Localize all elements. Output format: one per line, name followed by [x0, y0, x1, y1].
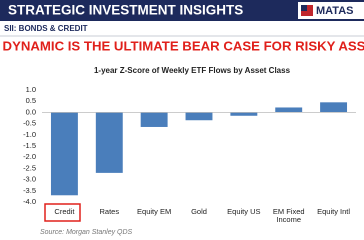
- x-tick-label: Equity US: [227, 207, 261, 216]
- bar: [95, 112, 123, 173]
- bar: [275, 107, 303, 113]
- header-title: STRATEGIC INVESTMENT INSIGHTS: [8, 3, 243, 18]
- bar: [50, 112, 78, 196]
- y-tick-label: -3.5: [23, 186, 36, 195]
- y-tick-label: -2.5: [23, 163, 36, 172]
- logo-box: [298, 2, 364, 19]
- logo-text: MATAS: [316, 5, 353, 17]
- x-tick-label: Equity EM: [137, 207, 172, 216]
- highlight-box: [44, 203, 81, 222]
- y-tick-label: -4.0: [23, 197, 36, 206]
- source-note: Source: Morgan Stanley QDS: [40, 229, 133, 236]
- y-tick-label: -2.0: [23, 152, 36, 161]
- y-tick-label: -1.5: [23, 141, 36, 150]
- bar: [230, 112, 258, 116]
- y-tick-label: -0.5: [23, 119, 36, 128]
- x-tick-label: EM Fixed Income: [272, 207, 305, 224]
- bar: [140, 112, 168, 127]
- chart-title: 1-year Z-Score of Weekly ETF Flows by As…: [94, 66, 291, 75]
- logo-flag-canton: [301, 5, 307, 11]
- y-tick-label: -3.0: [23, 175, 36, 184]
- x-tick-label: Equity Intl: [317, 207, 351, 216]
- x-tick-label: Gold: [191, 207, 207, 216]
- bar: [320, 102, 348, 113]
- y-tick-label: 0.0: [26, 107, 36, 116]
- y-tick-label: 1.0: [26, 85, 36, 94]
- headline: THIS DYNAMIC IS THE ULTIMATE BEAR CASE F…: [0, 38, 364, 53]
- bar: [185, 112, 213, 121]
- x-tick-label: Rates: [99, 207, 120, 216]
- header-bar: [0, 0, 364, 21]
- x-tick-label: Credit: [54, 207, 75, 216]
- section-label: SII: BONDS & CREDIT: [4, 24, 88, 33]
- y-tick-label: -1.0: [23, 130, 36, 139]
- y-tick-label: 0.5: [26, 96, 36, 105]
